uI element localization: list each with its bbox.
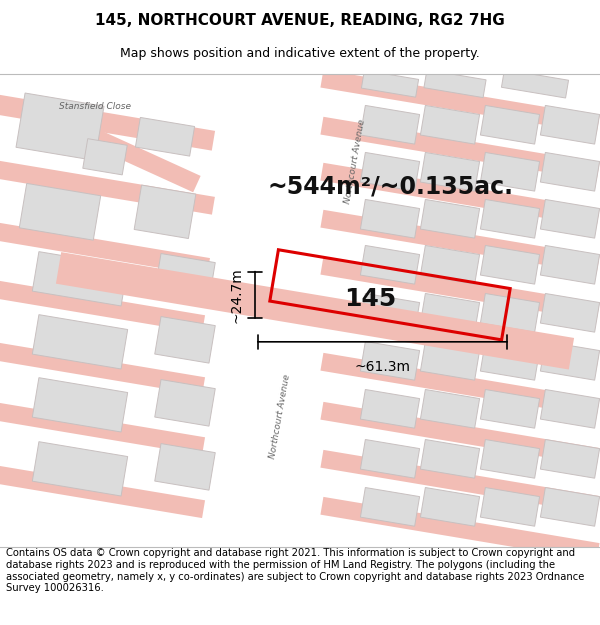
Polygon shape [32,378,128,432]
Polygon shape [0,93,215,151]
Polygon shape [32,252,128,306]
Text: Stansfield Close: Stansfield Close [59,102,131,111]
Polygon shape [481,439,539,478]
Polygon shape [361,106,419,144]
Polygon shape [0,466,205,518]
Polygon shape [32,442,128,496]
Polygon shape [320,305,599,369]
Polygon shape [29,101,200,192]
Polygon shape [320,162,599,227]
Polygon shape [541,389,599,428]
Polygon shape [481,389,539,428]
Polygon shape [541,246,599,284]
Polygon shape [16,93,104,161]
Polygon shape [541,341,599,380]
Polygon shape [155,316,215,363]
Text: Northcourt Avenue: Northcourt Avenue [343,119,367,205]
Polygon shape [421,488,479,526]
Polygon shape [361,389,419,428]
Polygon shape [541,439,599,478]
Polygon shape [361,341,419,380]
Polygon shape [361,71,419,97]
Polygon shape [361,199,419,238]
Polygon shape [0,281,205,333]
Polygon shape [421,439,479,478]
Polygon shape [0,342,205,395]
Polygon shape [361,488,419,526]
Polygon shape [155,379,215,426]
Polygon shape [83,139,127,175]
Polygon shape [502,69,569,98]
Polygon shape [134,185,196,239]
Polygon shape [0,402,205,455]
Polygon shape [421,294,479,332]
Text: ~544m²/~0.135ac.: ~544m²/~0.135ac. [267,175,513,199]
Polygon shape [421,341,479,380]
Polygon shape [320,497,599,561]
Polygon shape [421,106,479,144]
Polygon shape [0,159,215,214]
Polygon shape [136,118,194,156]
Polygon shape [481,341,539,380]
Polygon shape [320,210,599,274]
Polygon shape [320,257,599,321]
Polygon shape [320,353,599,417]
Polygon shape [481,294,539,332]
Polygon shape [481,488,539,526]
Polygon shape [421,199,479,238]
Polygon shape [421,389,479,428]
Polygon shape [155,254,215,300]
Polygon shape [481,199,539,238]
Polygon shape [361,246,419,284]
Text: 145: 145 [344,287,396,311]
Polygon shape [424,70,486,98]
Polygon shape [56,252,574,369]
Polygon shape [481,246,539,284]
Polygon shape [421,152,479,191]
Text: Contains OS data © Crown copyright and database right 2021. This information is : Contains OS data © Crown copyright and d… [6,549,584,593]
Polygon shape [320,70,599,134]
Polygon shape [320,402,599,466]
Text: Map shows position and indicative extent of the property.: Map shows position and indicative extent… [120,47,480,59]
Text: Northcourt Avenue: Northcourt Avenue [268,374,292,460]
Polygon shape [361,152,419,191]
Polygon shape [0,222,210,276]
Polygon shape [541,294,599,332]
Polygon shape [361,439,419,478]
Polygon shape [320,117,599,181]
Text: ~61.3m: ~61.3m [355,360,410,374]
Polygon shape [541,199,599,238]
Polygon shape [32,314,128,369]
Text: ~24.7m: ~24.7m [229,267,243,322]
Polygon shape [19,183,101,240]
Polygon shape [421,246,479,284]
Polygon shape [481,106,539,144]
Polygon shape [541,152,599,191]
Text: 145, NORTHCOURT AVENUE, READING, RG2 7HG: 145, NORTHCOURT AVENUE, READING, RG2 7HG [95,13,505,28]
Polygon shape [361,294,419,332]
Polygon shape [541,488,599,526]
Polygon shape [320,450,599,514]
Polygon shape [541,106,599,144]
Polygon shape [481,152,539,191]
Polygon shape [155,444,215,490]
